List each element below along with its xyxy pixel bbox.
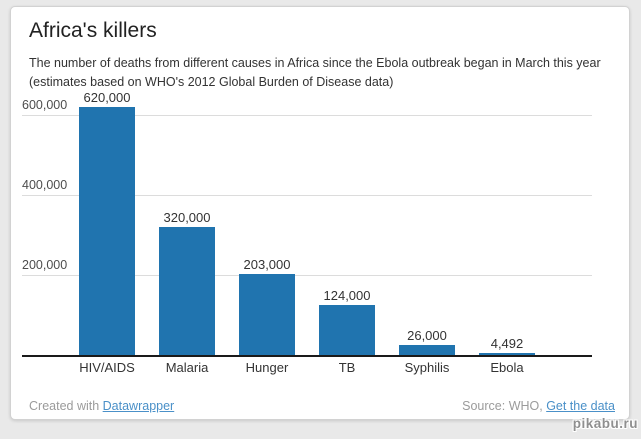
bar-chart: 200,000 400,000 600,000 620,000 HIV/AIDS 320,… xyxy=(11,7,631,421)
bar-malaria xyxy=(159,227,215,355)
chart-subtitle-line-1: The number of deaths from different caus… xyxy=(29,56,601,70)
bar-value-label: 203,000 xyxy=(243,257,291,272)
chart-subtitle-line-2: (estimates based on WHO's 2012 Global Bu… xyxy=(29,75,394,89)
get-the-data-link[interactable]: Get the data xyxy=(546,399,615,413)
chart-card: Africa's killers The number of deaths fr… xyxy=(10,6,630,420)
y-axis-tick-label: 600,000 xyxy=(22,98,68,112)
bar-hiv-aids xyxy=(79,107,135,355)
watermark-pikabu: pikabu.ru xyxy=(572,416,638,431)
bar-syphilis xyxy=(399,345,455,355)
x-axis-category-label: Hunger xyxy=(245,360,289,375)
y-axis-tick-label: 400,000 xyxy=(22,178,68,192)
bar-value-label: 26,000 xyxy=(407,328,447,343)
gridline-600000 xyxy=(22,115,592,116)
datawrapper-link[interactable]: Datawrapper xyxy=(102,399,175,413)
x-axis-category-label: Syphilis xyxy=(404,360,450,375)
created-with-prefix: Created with xyxy=(29,399,103,413)
source-prefix: Source: WHO, xyxy=(462,399,547,413)
bar-value-label: 320,000 xyxy=(163,210,211,225)
chart-footer: Created with Datawrapper Source: WHO, Ge… xyxy=(29,399,615,413)
bar-value-label: 4,492 xyxy=(490,336,524,351)
gridline-400000 xyxy=(22,195,592,196)
bar-hunger xyxy=(239,274,295,355)
bar-tb xyxy=(319,305,375,355)
chart-title: Africa's killers xyxy=(29,19,157,42)
bar-value-label: 620,000 xyxy=(83,90,131,105)
x-axis-category-label: Ebola xyxy=(490,360,524,375)
bar-ebola xyxy=(479,353,535,355)
x-axis-baseline xyxy=(22,355,592,357)
x-axis-category-label: HIV/AIDS xyxy=(79,360,135,375)
gridline-200000 xyxy=(22,275,592,276)
y-axis-tick-label: 200,000 xyxy=(22,258,68,272)
created-with-text: Created with Datawrapper xyxy=(29,399,174,413)
x-axis-category-label: Malaria xyxy=(165,360,209,375)
source-text: Source: WHO, Get the data xyxy=(462,399,615,413)
chart-subtitle: The number of deaths from different caus… xyxy=(29,54,625,92)
bar-value-label: 124,000 xyxy=(323,288,371,303)
x-axis-category-label: TB xyxy=(338,360,356,375)
